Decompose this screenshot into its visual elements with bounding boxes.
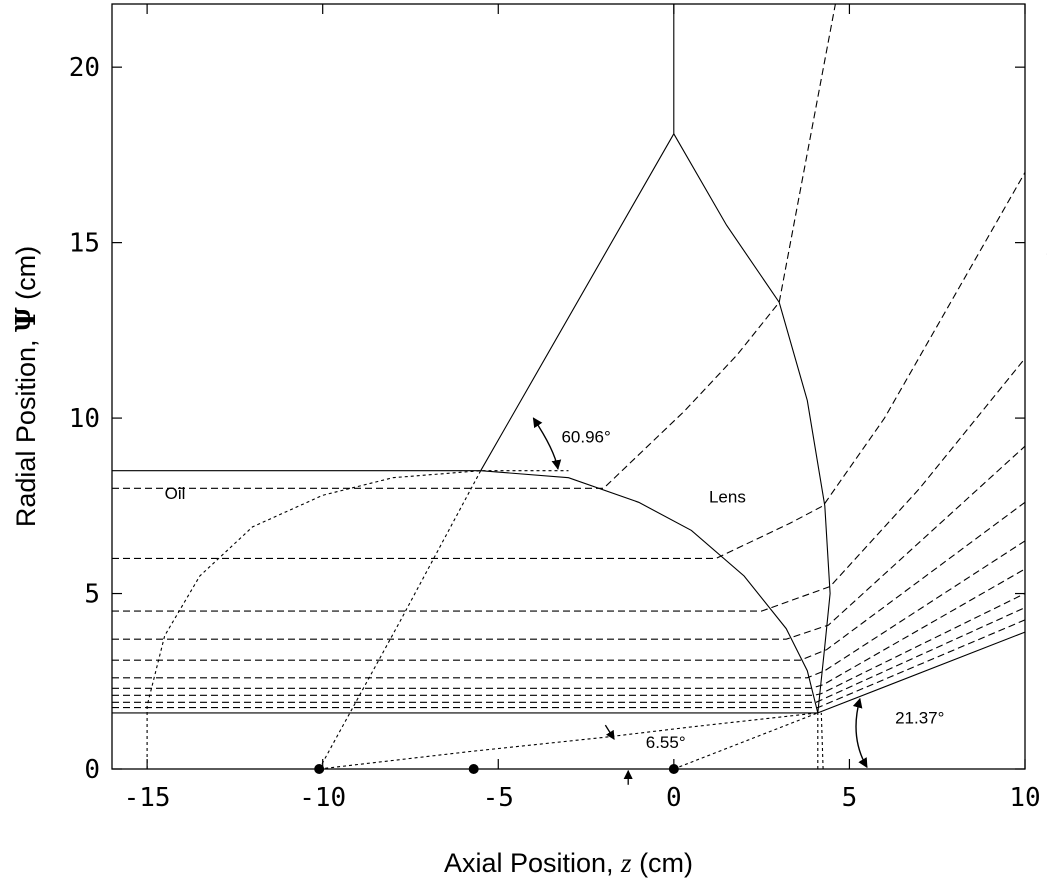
- x-axis-title: Axial Position, z (cm): [444, 848, 693, 878]
- angle-arrow-60: [532, 417, 562, 470]
- ray-dashed: [112, 540, 1026, 679]
- annotation-layer: 60.96°OilOilLens6.55°21.37°: [165, 245, 1047, 785]
- ray-dotted: [319, 712, 818, 770]
- ray-dashed: [112, 358, 1026, 612]
- ray-dashed: [112, 172, 1026, 559]
- angle-arrow-6-upper: [604, 724, 615, 740]
- tick-layer: -15 -10 -5 0 5 10 0 5 10 15 20: [69, 4, 1041, 813]
- annotation-label: 21.37°: [895, 708, 944, 727]
- x-tick-label: -10: [299, 783, 346, 813]
- ray-dotted: [146, 470, 569, 769]
- focal-point-marker: [314, 764, 325, 774]
- annotation-label: 60.96°: [561, 428, 610, 447]
- annotation-label: Lens: [709, 487, 746, 506]
- angle-arrow-21: [852, 697, 868, 769]
- x-tick-label: 0: [666, 783, 682, 813]
- ray-dotted: [820, 712, 824, 770]
- x-tick-label: 10: [1009, 783, 1040, 813]
- x-axis-title-unit: (cm): [632, 848, 693, 878]
- ray-solid: [673, 133, 831, 713]
- x-axis-title-var: z: [620, 848, 632, 878]
- y-axis-title-prefix: Radial Position,: [11, 332, 41, 527]
- ray-solid: [480, 4, 675, 471]
- y-tick-label: 5: [84, 580, 100, 610]
- plot-frame: [111, 3, 1026, 770]
- y-axis-title-unit: (cm): [11, 246, 41, 307]
- x-tick-label: 5: [842, 783, 858, 813]
- x-axis-title-prefix: Axial Position,: [444, 848, 621, 878]
- annotation-label: 6.55°: [646, 733, 686, 752]
- ray-dotted: [318, 470, 482, 770]
- y-axis-title: Radial Position, Ψ (cm): [11, 246, 42, 527]
- plot-area: [111, 3, 1026, 770]
- annotation-label: Oil: [165, 484, 186, 503]
- y-tick-label: 0: [84, 755, 100, 785]
- y-axis-title-var: Ψ: [11, 307, 42, 332]
- ray-dotted: [673, 712, 818, 770]
- ray-dashed: [112, 607, 1026, 703]
- focal-point-marker: [468, 764, 479, 774]
- y-tick-label: 15: [69, 229, 100, 259]
- ray-dashed: [112, 593, 1026, 696]
- y-tick-label: 20: [69, 53, 100, 83]
- ray-solid: [817, 631, 1026, 714]
- ray-dashed: [112, 619, 1026, 709]
- x-tick-label: -15: [124, 783, 171, 813]
- y-tick-label: 10: [69, 404, 100, 434]
- x-tick-label: -5: [483, 783, 514, 813]
- ray-solid: [480, 470, 819, 714]
- series-layer: [112, 3, 1026, 774]
- ray-dashed: [112, 3, 836, 489]
- ray-dashed: [112, 568, 1026, 689]
- ray-dashed: [112, 501, 1026, 661]
- ray-dashed: [112, 445, 1026, 640]
